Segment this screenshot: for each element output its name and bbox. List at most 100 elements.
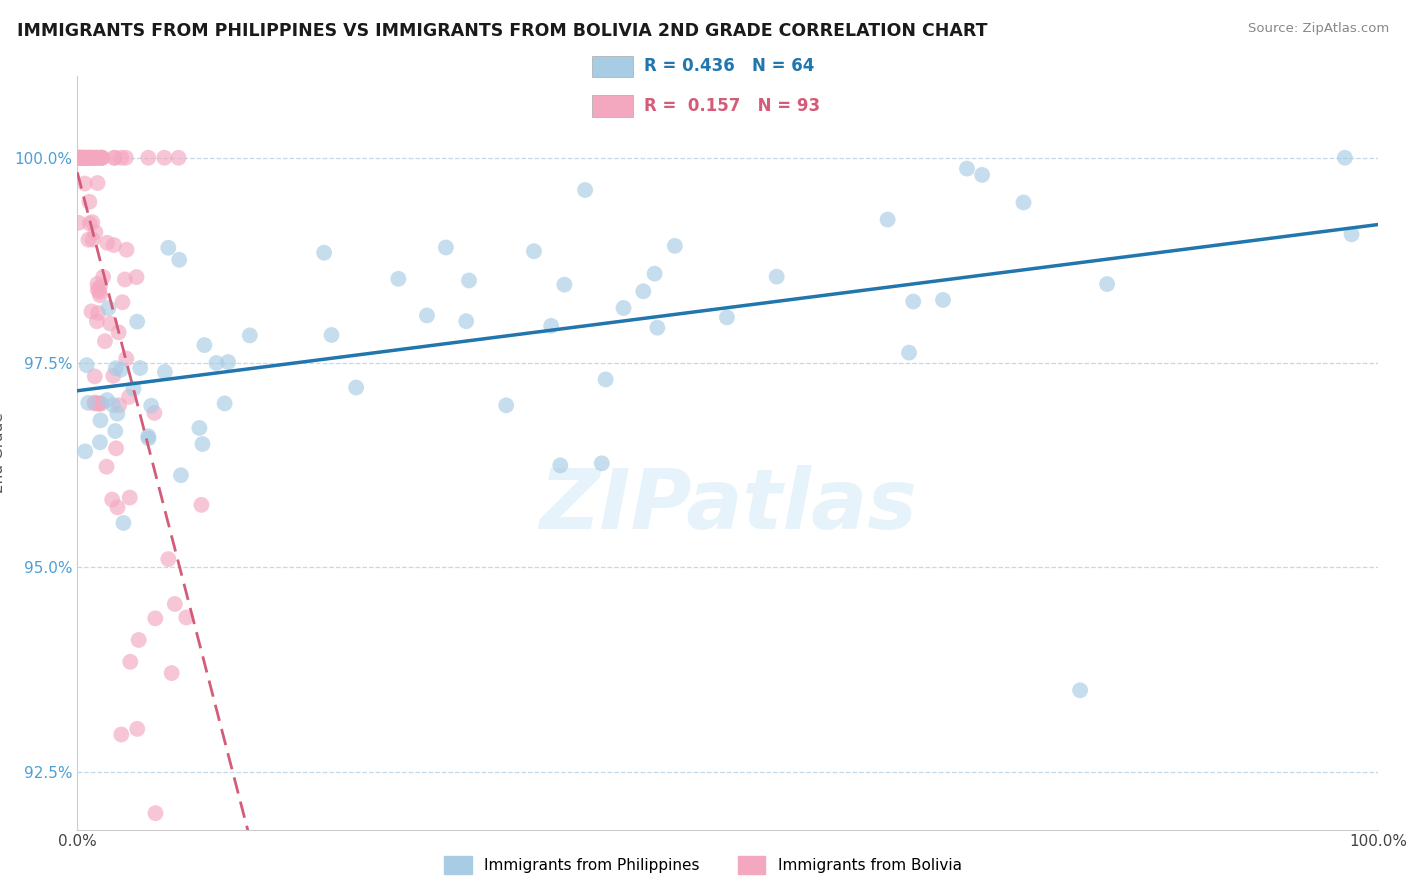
Point	[765, 269, 787, 284]
Point	[664, 239, 686, 253]
Point	[110, 362, 132, 376]
Point	[239, 328, 262, 343]
Point	[125, 270, 148, 285]
Point	[90, 151, 112, 165]
Point	[157, 552, 180, 566]
Point	[647, 320, 669, 334]
Point	[456, 314, 478, 328]
Point	[89, 413, 111, 427]
Legend: Immigrants from Philippines, Immigrants from Bolivia: Immigrants from Philippines, Immigrants …	[439, 850, 967, 880]
Point	[80, 304, 103, 318]
Point	[167, 252, 190, 267]
FancyBboxPatch shape	[592, 55, 633, 77]
Point	[87, 396, 110, 410]
FancyBboxPatch shape	[592, 95, 633, 117]
Point	[387, 272, 409, 286]
Point	[523, 244, 546, 259]
Point	[553, 277, 575, 292]
Point	[574, 183, 596, 197]
Point	[90, 151, 112, 165]
Point	[77, 396, 100, 410]
Point	[167, 151, 190, 165]
Point	[120, 655, 142, 669]
Point	[1012, 195, 1035, 210]
Point	[87, 306, 110, 320]
Point	[633, 285, 655, 299]
Point	[110, 727, 132, 741]
Point	[73, 177, 96, 191]
Point	[89, 435, 111, 450]
Point	[101, 398, 124, 412]
Point	[191, 437, 214, 451]
Point	[86, 151, 108, 165]
Y-axis label: 2nd Grade: 2nd Grade	[0, 412, 6, 493]
Point	[79, 151, 101, 165]
Point	[70, 151, 93, 165]
Point	[612, 301, 634, 315]
Point	[153, 151, 176, 165]
Point	[86, 277, 108, 291]
Point	[128, 632, 150, 647]
Point	[548, 458, 571, 473]
Point	[89, 285, 111, 299]
Point	[1095, 277, 1118, 291]
Point	[70, 151, 93, 165]
Point	[321, 328, 343, 343]
Point	[115, 243, 138, 257]
Point	[595, 372, 617, 386]
Point	[591, 456, 613, 470]
Point	[97, 301, 120, 315]
Point	[136, 151, 159, 165]
Point	[87, 283, 110, 297]
Point	[103, 368, 125, 383]
Point	[103, 151, 125, 165]
Point	[114, 272, 136, 286]
Point	[96, 459, 118, 474]
Point	[190, 498, 212, 512]
Point	[644, 267, 666, 281]
Point	[217, 355, 239, 369]
Point	[157, 241, 180, 255]
Point	[91, 269, 114, 284]
Point	[108, 398, 131, 412]
Point	[114, 151, 136, 165]
Point	[84, 151, 107, 165]
Point	[76, 151, 98, 165]
Point	[83, 369, 105, 384]
Point	[70, 151, 93, 165]
Point	[69, 151, 91, 165]
Point	[90, 396, 112, 410]
Point	[67, 151, 90, 165]
Point	[143, 611, 166, 625]
Point	[77, 233, 100, 247]
Point	[89, 288, 111, 302]
Text: R =  0.157   N = 93: R = 0.157 N = 93	[644, 97, 820, 115]
Point	[972, 168, 994, 182]
Text: Source: ZipAtlas.com: Source: ZipAtlas.com	[1249, 22, 1389, 36]
Point	[495, 398, 517, 412]
Point	[105, 407, 128, 421]
Point	[434, 240, 457, 254]
Point	[101, 492, 124, 507]
Point	[79, 194, 101, 209]
Point	[86, 176, 108, 190]
Point	[416, 309, 439, 323]
Point	[111, 295, 134, 310]
Point	[129, 361, 152, 376]
Point	[143, 406, 166, 420]
Point	[176, 610, 198, 624]
Point	[458, 273, 481, 287]
Point	[75, 151, 97, 165]
Point	[86, 151, 108, 165]
Point	[82, 151, 104, 165]
Point	[105, 442, 128, 456]
Point	[118, 491, 141, 505]
Point	[104, 151, 127, 165]
Point	[1340, 227, 1362, 242]
Point	[79, 216, 101, 230]
Point	[153, 365, 176, 379]
Point	[160, 666, 183, 681]
Point	[115, 351, 138, 366]
Text: R = 0.436   N = 64: R = 0.436 N = 64	[644, 57, 814, 75]
Point	[83, 396, 105, 410]
